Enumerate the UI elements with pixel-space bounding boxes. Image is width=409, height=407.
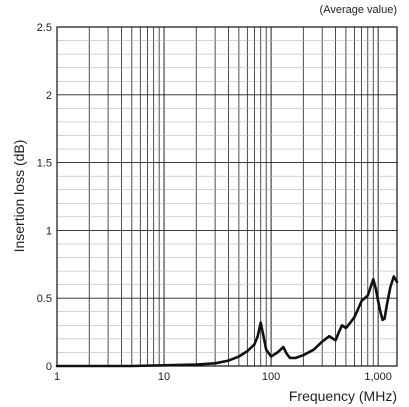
y-tick-labels: 0 0.5 1 1.5 2 2.5 [37, 22, 52, 373]
y-tick-label: 1.5 [37, 158, 52, 170]
grid [57, 27, 397, 366]
y-tick-label: 0 [46, 361, 52, 373]
x-tick-label: 10 [158, 371, 170, 383]
chart-annotation: (Average value) [320, 4, 397, 16]
series-line [55, 275, 399, 368]
x-tick-label: 100 [262, 371, 280, 383]
plot-frame [56, 26, 398, 367]
y-axis-label: Insertion loss (dB) [11, 140, 27, 253]
y-tick-label: 2 [46, 90, 52, 102]
y-tick-label: 1 [46, 225, 52, 237]
y-tick-label: 2.5 [37, 22, 52, 34]
y-tick-label: 0.5 [37, 293, 52, 305]
x-axis-label: Frequency (MHz) [289, 388, 397, 404]
x-tick-label: 1 [54, 371, 60, 383]
x-tick-label: 1,000 [364, 371, 392, 383]
series-group [55, 275, 399, 368]
x-tick-labels: 1 10 100 1,000 [54, 371, 392, 383]
